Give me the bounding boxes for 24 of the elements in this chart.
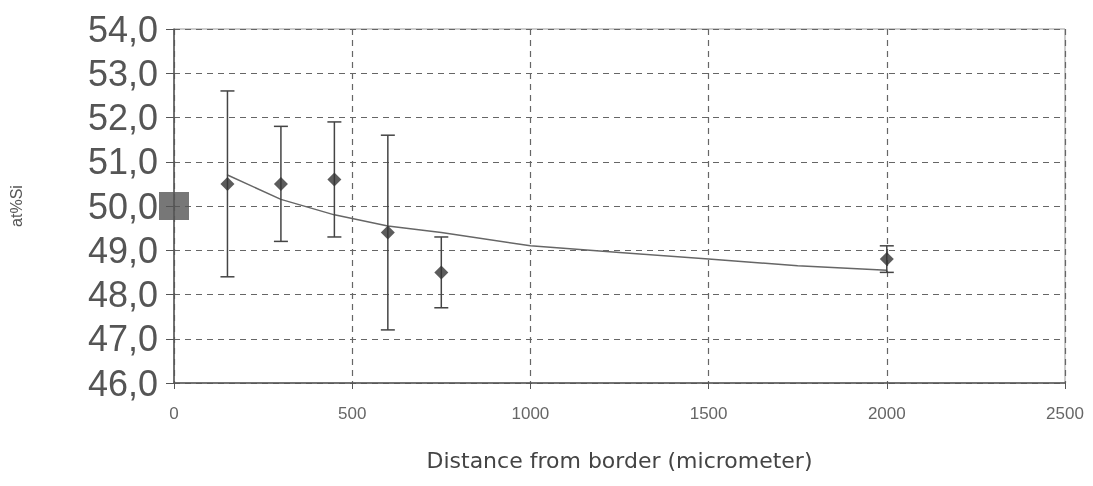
y-tick-label: 50,0 bbox=[87, 185, 158, 227]
y-axis-title: at%Si bbox=[7, 185, 25, 227]
y-tick-label: 47,0 bbox=[87, 318, 158, 360]
y-tick-label: 52,0 bbox=[87, 97, 158, 138]
point bbox=[380, 225, 395, 240]
x-tick-label: 0 bbox=[169, 404, 179, 423]
x-tick-label: 1500 bbox=[689, 404, 728, 423]
point bbox=[879, 252, 894, 267]
x-tick-label: 2000 bbox=[867, 404, 906, 423]
y-tick-label: 49,0 bbox=[87, 229, 158, 271]
y-tick-label: 53,0 bbox=[87, 52, 158, 94]
y-tick-label: 54,0 bbox=[87, 8, 158, 50]
x-tick-label: 1000 bbox=[511, 404, 550, 423]
point bbox=[273, 176, 288, 191]
point bbox=[434, 265, 449, 280]
y-tick-label: 46,0 bbox=[87, 362, 158, 404]
point bbox=[159, 192, 189, 220]
y-tick-label: 51,0 bbox=[87, 141, 158, 183]
y-tick-label: 48,0 bbox=[87, 274, 158, 315]
x-tick-label: 2500 bbox=[1046, 404, 1084, 423]
x-tick-label: 500 bbox=[338, 404, 367, 423]
point bbox=[327, 172, 342, 187]
x-axis-title: Distance from border (micrometer) bbox=[426, 447, 813, 473]
point bbox=[220, 176, 235, 191]
